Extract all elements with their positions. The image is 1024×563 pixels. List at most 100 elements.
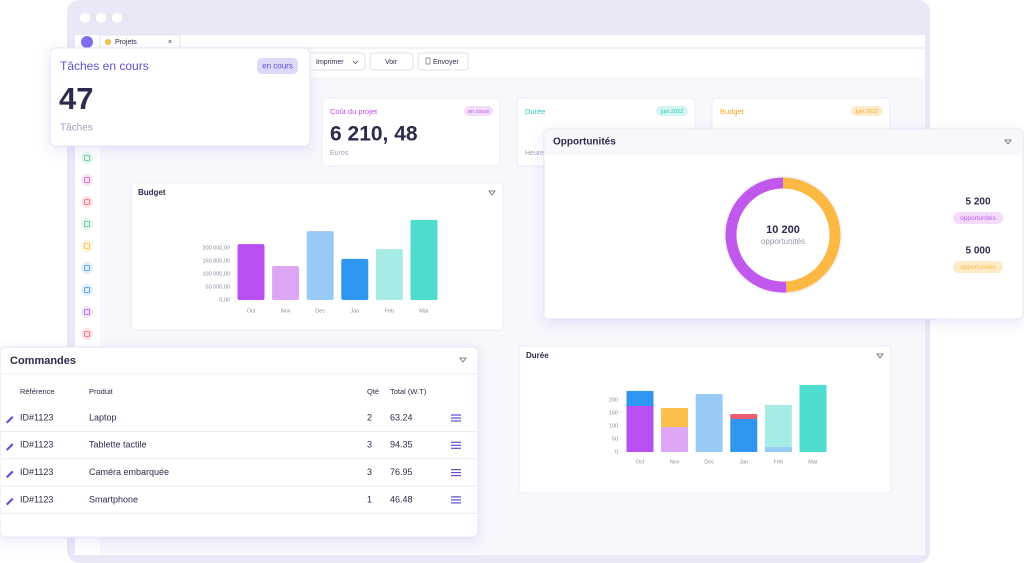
y-tick-label: 50 000,00 xyxy=(206,284,230,290)
chevron-icon xyxy=(352,60,359,65)
table-cell: 3 xyxy=(367,467,372,477)
sidebar-glyph xyxy=(84,155,90,161)
bar xyxy=(272,265,300,300)
dropdown-icon[interactable] xyxy=(459,357,467,363)
x-tick-label: Oct xyxy=(636,459,645,465)
edit-icon[interactable] xyxy=(6,497,14,506)
y-tick-label: 50 xyxy=(612,436,618,442)
legend-pill xyxy=(953,261,1003,273)
edit-icon[interactable] xyxy=(6,470,14,479)
table-cell: ID#1123 xyxy=(20,467,53,477)
toolbar-button[interactable] xyxy=(417,52,469,71)
document-icon xyxy=(425,57,431,65)
task-title: Tâches en cours xyxy=(60,59,149,73)
bar xyxy=(306,231,334,300)
table-cell: 94.35 xyxy=(390,440,413,450)
table-cell: ID#1123 xyxy=(20,412,53,422)
task-value: 47 xyxy=(59,81,93,116)
sidebar-icon[interactable] xyxy=(81,306,93,318)
bar-segment xyxy=(626,405,654,452)
sidebar-glyph xyxy=(84,199,90,205)
edit-icon[interactable] xyxy=(6,443,14,451)
x-tick-label: Mar xyxy=(808,459,818,465)
sidebar-icon[interactable] xyxy=(81,240,93,252)
dropdown-icon[interactable] xyxy=(488,190,496,196)
table-cell: 1 xyxy=(367,494,372,504)
bar-segment xyxy=(626,390,654,406)
toolbar-label: Envoyer xyxy=(433,59,459,66)
legend-value: 5 000 xyxy=(965,246,990,257)
sidebar-icon[interactable] xyxy=(81,328,93,340)
y-tick-label: 0,00 xyxy=(219,297,230,303)
tab-title: Projets xyxy=(115,39,137,46)
badge xyxy=(851,106,883,116)
bar xyxy=(341,258,369,300)
y-tick-label: 200 000,00 xyxy=(202,245,230,251)
donut-segment xyxy=(725,177,787,293)
sidebar-icon[interactable] xyxy=(81,174,93,186)
sidebar-icon[interactable] xyxy=(81,284,93,296)
bar-segment xyxy=(799,384,827,452)
x-tick-label: Nov xyxy=(281,308,291,314)
table-cell: 3 xyxy=(367,440,372,450)
table-cell: ID#1123 xyxy=(20,440,53,450)
orders-card xyxy=(0,346,479,538)
sidebar-glyph xyxy=(84,331,90,337)
donut-total: 10 200 xyxy=(766,224,800,236)
sidebar-icon[interactable] xyxy=(81,262,93,274)
column-header: Produit xyxy=(89,387,114,396)
sidebar-icon[interactable] xyxy=(81,152,93,164)
table-title: Commandes xyxy=(10,355,76,367)
edit-icon[interactable] xyxy=(6,416,14,424)
legend-label: opportunités xyxy=(960,215,997,222)
donut-segment xyxy=(782,177,841,293)
x-tick-label: Jan xyxy=(739,459,748,465)
chart-title: Opportunités xyxy=(553,137,616,148)
window-dot xyxy=(112,13,122,23)
x-tick-label: Jan xyxy=(350,308,359,314)
x-tick-label: Dec xyxy=(315,308,325,314)
dropdown-icon[interactable] xyxy=(1004,139,1012,145)
bar-segment xyxy=(764,404,792,448)
bar xyxy=(375,249,403,300)
x-tick-label: Feb xyxy=(385,308,394,314)
toolbar-button[interactable] xyxy=(369,52,414,71)
sidebar-icon[interactable] xyxy=(81,196,93,208)
table-cell: Tablette tactile xyxy=(89,440,147,450)
x-tick-label: Feb xyxy=(774,459,783,465)
y-tick-label: 100 000,00 xyxy=(202,271,230,277)
x-tick-label: Mar xyxy=(419,308,429,314)
window-dot xyxy=(96,13,106,23)
stat-unit: Heures xyxy=(525,150,548,157)
legend-label: opportunités xyxy=(960,264,997,271)
badge-label: en cours xyxy=(468,109,489,115)
badge xyxy=(257,58,298,74)
badge xyxy=(464,106,493,116)
sidebar-icon[interactable] xyxy=(81,218,93,230)
tab-close[interactable]: × xyxy=(168,39,172,46)
badge xyxy=(656,106,688,116)
sidebar-glyph xyxy=(84,221,90,227)
x-tick-label: Oct xyxy=(247,308,256,314)
toolbar-label: Imprimer xyxy=(316,59,344,66)
donut-track xyxy=(723,175,843,295)
table-cell: Laptop xyxy=(89,412,117,422)
legend-pill xyxy=(953,212,1003,224)
dropdown-icon[interactable] xyxy=(876,353,884,359)
table-cell: 2 xyxy=(367,412,372,422)
y-tick-label: 200 xyxy=(609,397,618,403)
bar-segment xyxy=(730,418,758,452)
avatar xyxy=(81,36,93,48)
bar-segment xyxy=(764,447,792,452)
sidebar-glyph xyxy=(84,309,90,315)
bar xyxy=(237,244,265,300)
column-header: Total (W.T) xyxy=(390,387,427,396)
sidebar-glyph xyxy=(84,243,90,249)
tab-icon xyxy=(105,39,111,45)
stat-card xyxy=(321,97,501,167)
chart-title: Durée xyxy=(526,351,549,360)
window-dot xyxy=(80,13,90,23)
toolbar-label: Voir xyxy=(385,59,398,66)
y-tick-label: 150 000,00 xyxy=(202,258,230,264)
badge-label: juin 2022 xyxy=(660,109,683,115)
